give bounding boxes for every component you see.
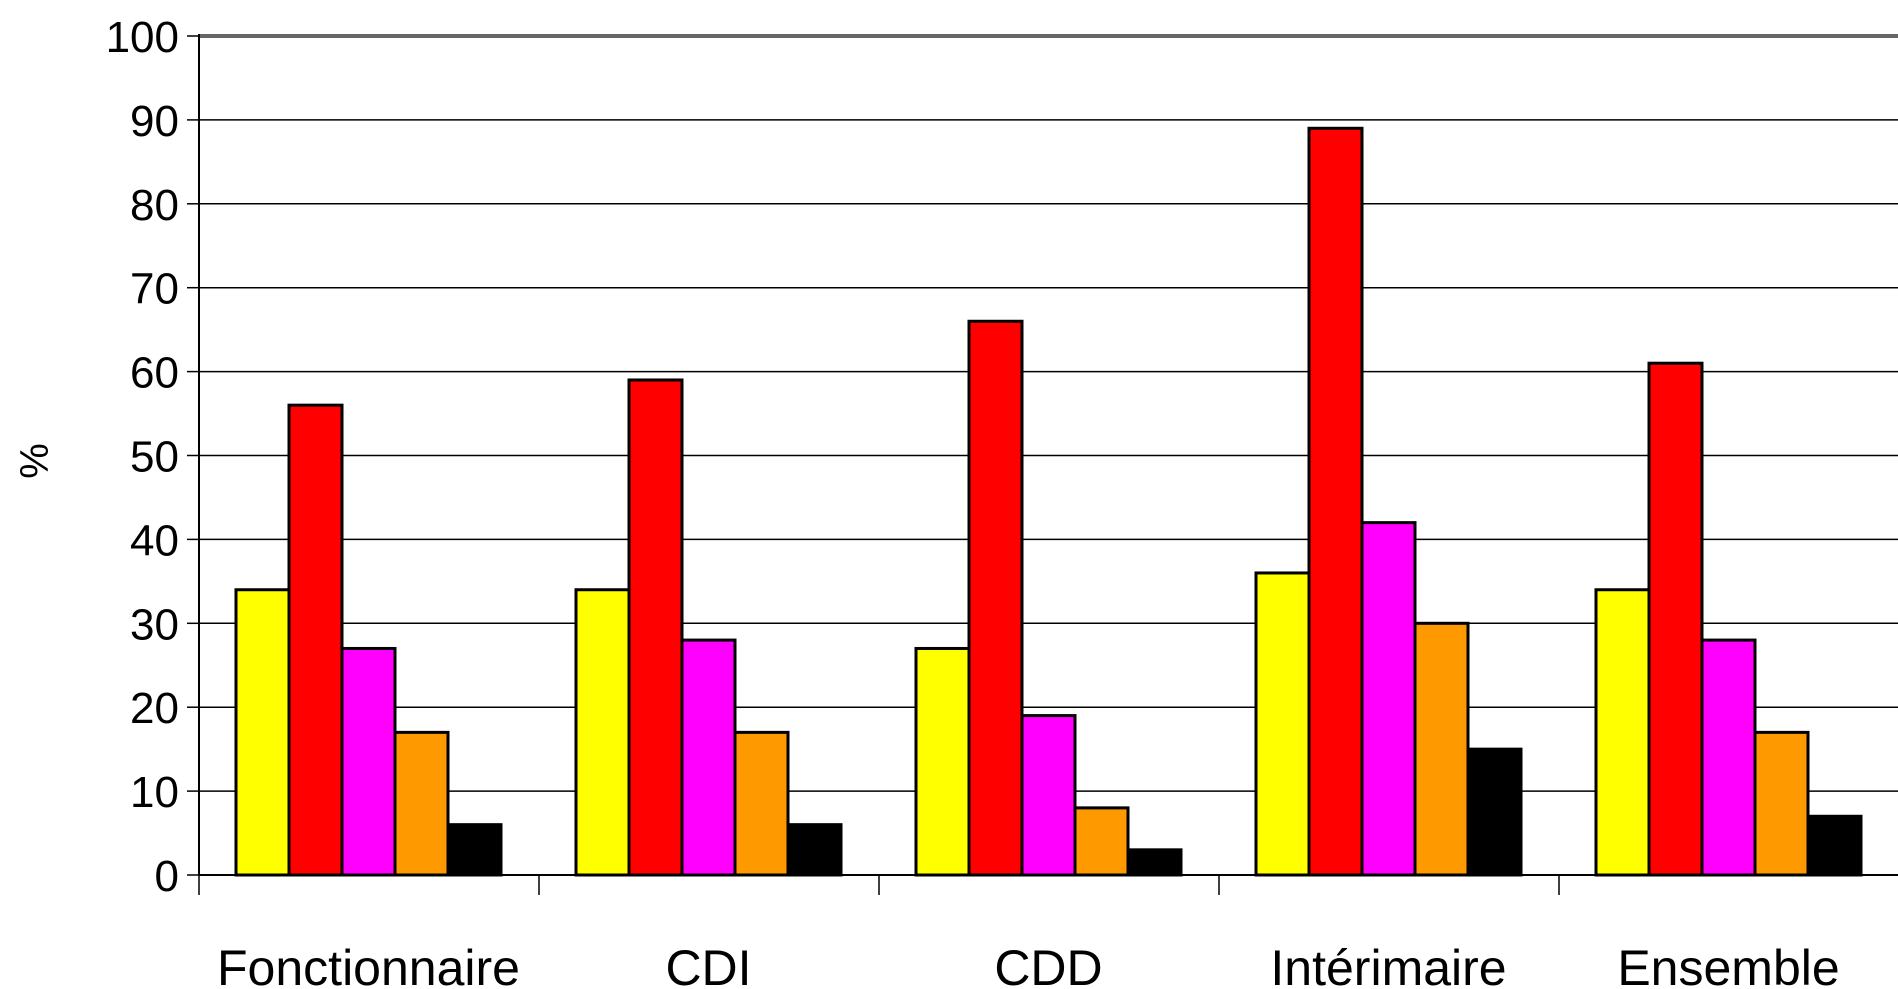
bar-int-rimaire-series-4 (1413, 621, 1470, 877)
y-tick-label: 90 (130, 97, 179, 146)
bar-int-rimaire-series-3 (1360, 521, 1417, 877)
bar-cdd-series-1 (914, 646, 971, 877)
bar-ensemble-series-4 (1753, 730, 1810, 877)
bar-cdd-series-4 (1073, 806, 1130, 877)
bar-ensemble-series-2 (1647, 361, 1704, 877)
bar-fonctionnaire-series-1 (234, 588, 291, 877)
x-category-label: CDD (994, 940, 1102, 989)
y-tick-label: 60 (130, 349, 179, 398)
bar-ensemble-series-1 (1594, 588, 1651, 877)
bar-int-rimaire-series-5 (1466, 747, 1523, 877)
axes (187, 34, 1898, 895)
x-category-label: Fonctionnaire (217, 940, 520, 989)
bar-ensemble-series-3 (1700, 638, 1757, 877)
y-axis-title: % (13, 443, 57, 479)
bar-cdd-series-5 (1126, 848, 1183, 877)
bar-fonctionnaire-series-2 (287, 403, 344, 877)
bar-cdi-series-2 (627, 378, 684, 877)
y-tick-label: 0 (155, 852, 179, 901)
x-category-label: CDI (665, 940, 751, 989)
y-tick-label: 10 (130, 768, 179, 817)
bar-int-rimaire-series-2 (1307, 126, 1364, 877)
y-tick-labels: 0 10 20 30 40 50 60 70 80 90 100 (106, 13, 179, 901)
bar-fonctionnaire-series-5 (446, 823, 503, 877)
bar-fonctionnaire-series-3 (340, 646, 397, 877)
bar-cdi-series-5 (786, 823, 843, 877)
y-tick-label: 20 (130, 684, 179, 733)
y-tick-label: 40 (130, 516, 179, 565)
x-category-labels: Fonctionnaire CDI CDD Intérimaire Ensemble (217, 940, 1840, 989)
bar-cdi-series-4 (733, 730, 790, 877)
y-tick-label: 80 (130, 181, 179, 230)
bar-cdd-series-2 (967, 319, 1024, 877)
bar-cdi-series-1 (574, 588, 631, 877)
bar-fonctionnaire-series-4 (393, 730, 450, 877)
y-tick-label: 50 (130, 433, 179, 482)
x-category-label: Ensemble (1617, 940, 1839, 989)
bar-ensemble-series-5 (1806, 814, 1863, 877)
y-tick-label: 30 (130, 600, 179, 649)
bar-cdi-series-3 (680, 638, 737, 877)
bar-cdd-series-3 (1020, 714, 1077, 877)
bar-int-rimaire-series-1 (1254, 571, 1311, 877)
y-tick-label: 100 (106, 13, 179, 62)
bars (234, 126, 1863, 877)
x-category-label: Intérimaire (1270, 940, 1506, 989)
y-tick-label: 70 (130, 265, 179, 314)
